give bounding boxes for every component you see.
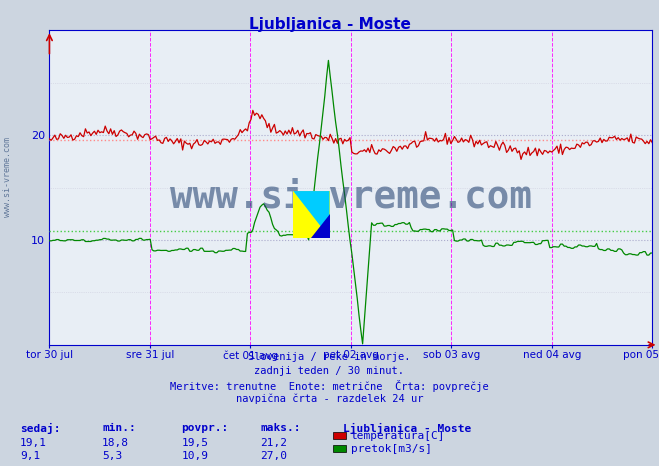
Text: www.si-vreme.com: www.si-vreme.com <box>170 179 532 215</box>
Text: www.si-vreme.com: www.si-vreme.com <box>3 137 13 217</box>
Text: 5,3: 5,3 <box>102 451 123 461</box>
Text: povpr.:: povpr.: <box>181 423 229 433</box>
Text: 10,9: 10,9 <box>181 451 208 461</box>
Text: Ljubljanica - Moste: Ljubljanica - Moste <box>343 423 471 434</box>
Text: sedaj:: sedaj: <box>20 423 60 434</box>
Text: 9,1: 9,1 <box>20 451 40 461</box>
Text: min.:: min.: <box>102 423 136 433</box>
Text: navpična črta - razdelek 24 ur: navpična črta - razdelek 24 ur <box>236 394 423 404</box>
Text: 18,8: 18,8 <box>102 438 129 448</box>
Text: 19,5: 19,5 <box>181 438 208 448</box>
Text: 27,0: 27,0 <box>260 451 287 461</box>
FancyBboxPatch shape <box>293 191 330 238</box>
Text: temperatura[C]: temperatura[C] <box>351 431 445 441</box>
Text: 19,1: 19,1 <box>20 438 47 448</box>
Text: maks.:: maks.: <box>260 423 301 433</box>
Text: pretok[m3/s]: pretok[m3/s] <box>351 444 432 454</box>
Text: zadnji teden / 30 minut.: zadnji teden / 30 minut. <box>254 366 405 376</box>
Text: Meritve: trenutne  Enote: metrične  Črta: povprečje: Meritve: trenutne Enote: metrične Črta: … <box>170 380 489 392</box>
Polygon shape <box>293 191 330 238</box>
Polygon shape <box>312 214 330 238</box>
Text: 21,2: 21,2 <box>260 438 287 448</box>
Text: Ljubljanica - Moste: Ljubljanica - Moste <box>248 17 411 32</box>
Text: Slovenija / reke in morje.: Slovenija / reke in morje. <box>248 352 411 362</box>
